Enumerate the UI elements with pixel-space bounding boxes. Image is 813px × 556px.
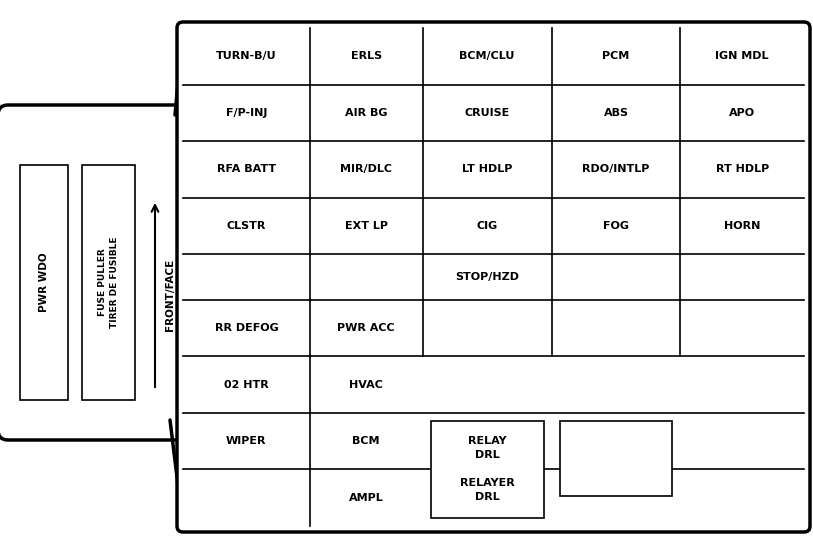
FancyBboxPatch shape bbox=[177, 22, 810, 532]
Text: ABS: ABS bbox=[603, 108, 628, 118]
Text: TURN-B/U: TURN-B/U bbox=[216, 51, 276, 61]
Bar bbox=[82, 165, 135, 400]
Text: RT HDLP: RT HDLP bbox=[715, 165, 769, 175]
Text: ERLS: ERLS bbox=[350, 51, 382, 61]
Text: PWR ACC: PWR ACC bbox=[337, 323, 395, 333]
Text: WIPER: WIPER bbox=[226, 436, 267, 446]
Text: PWR WDO: PWR WDO bbox=[39, 252, 49, 312]
Text: EXT LP: EXT LP bbox=[345, 221, 388, 231]
Text: CLSTR: CLSTR bbox=[227, 221, 266, 231]
Text: AMPL: AMPL bbox=[349, 493, 384, 503]
Text: RELAY
DRL

RELAYER
DRL: RELAY DRL RELAYER DRL bbox=[459, 436, 515, 503]
Text: CRUISE: CRUISE bbox=[464, 108, 510, 118]
Text: RFA BATT: RFA BATT bbox=[217, 165, 276, 175]
Polygon shape bbox=[8, 430, 183, 526]
Text: RR DEFOG: RR DEFOG bbox=[215, 323, 278, 333]
Text: LT HDLP: LT HDLP bbox=[462, 165, 512, 175]
Text: HORN: HORN bbox=[724, 221, 760, 231]
Text: STOP/HZD: STOP/HZD bbox=[455, 272, 519, 282]
Text: FOG: FOG bbox=[603, 221, 629, 231]
Text: FRONT/FACE: FRONT/FACE bbox=[165, 259, 175, 331]
Text: F/P-INJ: F/P-INJ bbox=[226, 108, 267, 118]
Bar bbox=[20, 165, 68, 400]
Text: BCM: BCM bbox=[352, 436, 380, 446]
Text: HVAC: HVAC bbox=[350, 380, 383, 390]
Text: RDO/INTLP: RDO/INTLP bbox=[582, 165, 650, 175]
Text: PCM: PCM bbox=[602, 51, 629, 61]
Text: FUSE PULLER
TIRER DE FUSIBLE: FUSE PULLER TIRER DE FUSIBLE bbox=[98, 237, 119, 328]
Text: BCM/CLU: BCM/CLU bbox=[459, 51, 515, 61]
Text: 02 HTR: 02 HTR bbox=[224, 380, 269, 390]
Text: MIR/DLC: MIR/DLC bbox=[340, 165, 392, 175]
Text: CIG: CIG bbox=[476, 221, 498, 231]
Text: APO: APO bbox=[729, 108, 755, 118]
Bar bbox=[431, 421, 544, 518]
Text: AIR BG: AIR BG bbox=[345, 108, 388, 118]
Text: IGN MDL: IGN MDL bbox=[715, 51, 769, 61]
Bar bbox=[559, 421, 672, 496]
FancyBboxPatch shape bbox=[0, 105, 185, 440]
